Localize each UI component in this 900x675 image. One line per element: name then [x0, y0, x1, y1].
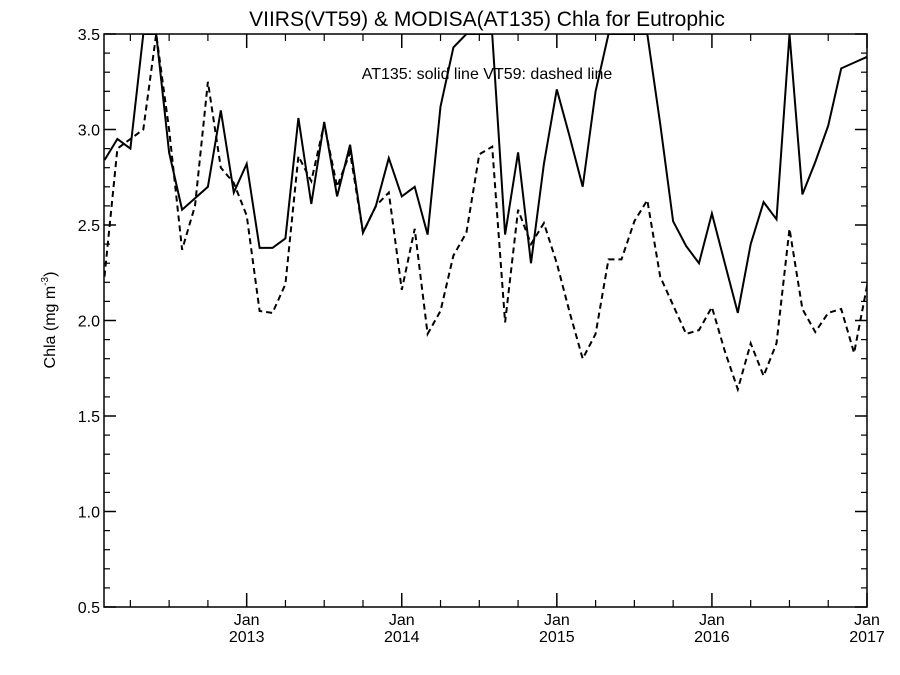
x-tick-month-label: Jan	[544, 612, 570, 629]
y-tick-label: 1.0	[78, 505, 100, 522]
legend-annotation: AT135: solid line VT59: dashed line	[362, 66, 613, 83]
x-tick-month-label: Jan	[234, 612, 260, 629]
x-tick-year-label: 2016	[694, 629, 730, 646]
x-tick-year-label: 2014	[384, 629, 420, 646]
x-tick-year-label: 2017	[849, 629, 885, 646]
y-axis-label-superscript: -3	[40, 276, 51, 285]
series-line-vt59	[104, 34, 867, 393]
y-tick-label: 3.5	[78, 27, 100, 44]
y-axis-label-close: )	[42, 272, 59, 277]
x-tick-year-label: 2013	[229, 629, 265, 646]
series-line-at135	[104, 34, 867, 314]
y-tick-label: 1.5	[78, 409, 100, 426]
series-layer	[104, 34, 867, 393]
y-tick-label: 3.0	[78, 123, 100, 140]
y-axis-label: Chla (mg m-3)	[40, 272, 59, 369]
axes-layer: 0.51.01.52.02.53.03.5Jan2013Jan2014Jan20…	[78, 27, 885, 646]
chart-title: VIIRS(VT59) & MODISA(AT135) Chla for Eut…	[249, 8, 725, 31]
x-tick-month-label: Jan	[389, 612, 415, 629]
x-tick-month-label: Jan	[854, 612, 880, 629]
y-tick-label: 2.5	[78, 218, 100, 235]
x-tick-month-label: Jan	[699, 612, 725, 629]
y-axis-label-text: Chla (mg m	[42, 286, 59, 369]
y-tick-label: 2.0	[78, 314, 100, 331]
y-tick-label: 0.5	[78, 600, 100, 617]
x-tick-year-label: 2015	[539, 629, 575, 646]
